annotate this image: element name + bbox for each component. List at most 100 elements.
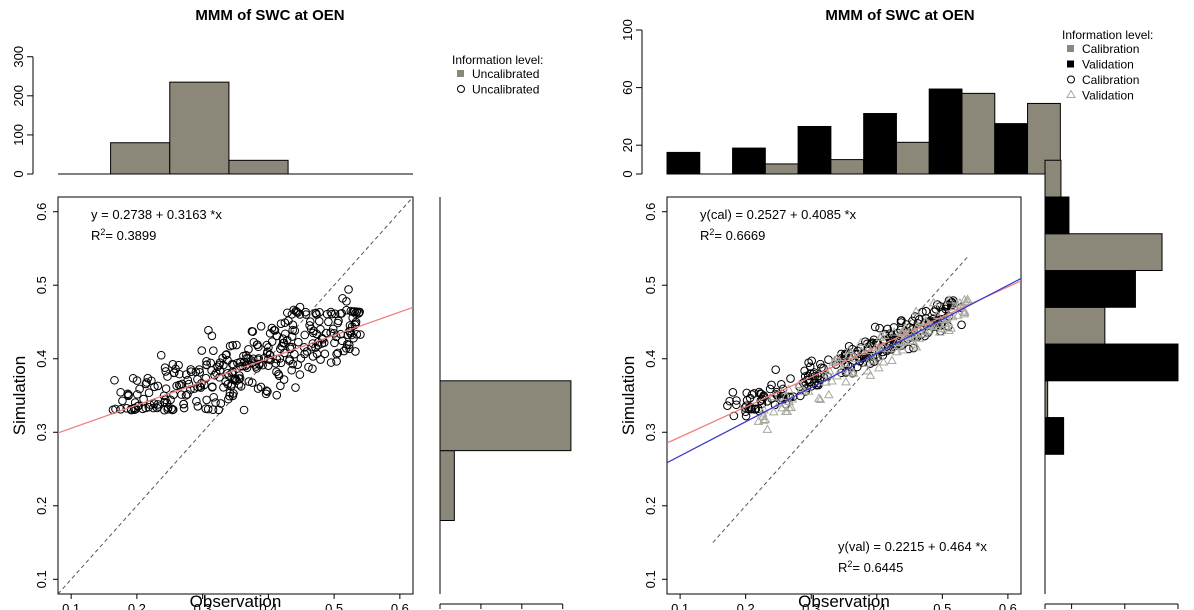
data-point [871,351,882,361]
data-point [215,360,224,370]
data-point [786,374,795,383]
legend-label: Validation [1082,58,1134,72]
data-point [750,405,760,414]
data-point [135,384,144,394]
x-tick-label: 0.1 [671,601,689,610]
data-point [202,357,211,366]
data-point [959,307,970,317]
data-point [900,322,911,331]
data-point [339,346,349,356]
data-point [203,404,213,414]
data-point [254,359,264,369]
data-point [118,396,127,406]
data-point [252,340,262,350]
data-point [309,326,318,336]
data-point [261,389,271,399]
data-point [949,301,960,311]
data-point [206,358,215,368]
data-point [349,307,359,317]
data-point [324,317,333,327]
data-point [768,391,779,401]
r-squared-symbol: R [838,560,847,575]
data-point [214,405,224,415]
y-axis-label: Simulation [619,356,638,435]
left-panel: MMM of SWC at OEN010020030001002003000.1… [10,7,572,610]
data-point [279,338,289,348]
data-point [197,346,207,355]
data-point [776,380,786,389]
x-tick-label: 0.4 [868,601,886,610]
data-point [280,329,290,339]
data-point [132,390,142,399]
data-point [305,317,315,327]
data-point [272,390,282,400]
data-point [804,358,813,367]
top-histogram-tick-label: 0 [620,170,635,177]
data-point [294,337,303,347]
right-histogram-bar-1 [439,380,572,452]
data-point [732,396,741,405]
data-point [295,370,305,379]
right-histogram-bar-2 [1044,343,1179,382]
data-point [226,382,236,391]
data-point [300,330,310,340]
data-point [110,375,119,385]
r-squared-value: = 0.6669 [714,228,765,243]
legend-swatch [1067,60,1074,68]
right-histogram-bar-0 [439,450,455,521]
legend: Information level:CalibrationValidationC… [1062,28,1153,103]
top-histogram-tick-label: 200 [11,85,26,107]
data-point [889,327,899,336]
data-point [244,377,254,386]
data-point [202,360,211,370]
data-point [241,361,250,371]
data-point [292,307,301,317]
right-histogram-bar-1 [1044,380,1049,419]
data-point [957,320,966,330]
data-point [272,331,282,341]
data-point [805,362,815,372]
fit-line-calibration [667,280,1021,444]
right-histogram-bar-6 [1044,196,1070,235]
data-point [276,319,286,328]
data-point [276,381,285,391]
top-histogram-tick-label: 100 [11,124,26,146]
data-point [308,364,317,373]
data-point [815,394,826,404]
x-tick-label: 0.5 [933,601,951,610]
data-point [753,416,764,425]
data-point [280,318,290,327]
data-point [322,309,332,319]
top-histogram-bar-1 [732,147,766,175]
data-point [304,362,313,372]
data-point [305,321,314,330]
top-histogram-tick-label: 100 [620,19,635,41]
r-squared-value: = 0.6445 [852,560,903,575]
data-point [777,402,787,412]
data-point [725,396,734,406]
top-histogram-bar-2 [228,159,289,175]
data-point [293,360,302,369]
data-point [208,382,217,391]
data-point [823,389,834,399]
top-histogram-bar-8 [961,92,996,175]
data-point [216,399,226,408]
series-uncalibrated [108,285,365,415]
data-point [341,344,351,353]
data-point [947,311,958,321]
legend-label: Validation [1082,89,1134,103]
one-to-one-line [712,255,969,543]
data-point [875,323,884,333]
scatter-plot: 0.1 0.2 0.3 0.4 0.5 0.6 0.1 0.2 0.3 0.4 0.5 0.6 Obse… [619,196,1022,610]
data-point [883,324,892,334]
data-point [827,375,837,385]
top-histogram-bar-2 [764,163,799,175]
one-to-one-line [58,197,413,594]
data-point [291,383,300,392]
fit-line-uncalibrated [58,306,413,434]
data-point [166,395,175,405]
data-point [285,355,295,364]
data-point [783,384,794,394]
x-tick-label: 0.1 [62,601,80,610]
data-point [330,338,339,348]
